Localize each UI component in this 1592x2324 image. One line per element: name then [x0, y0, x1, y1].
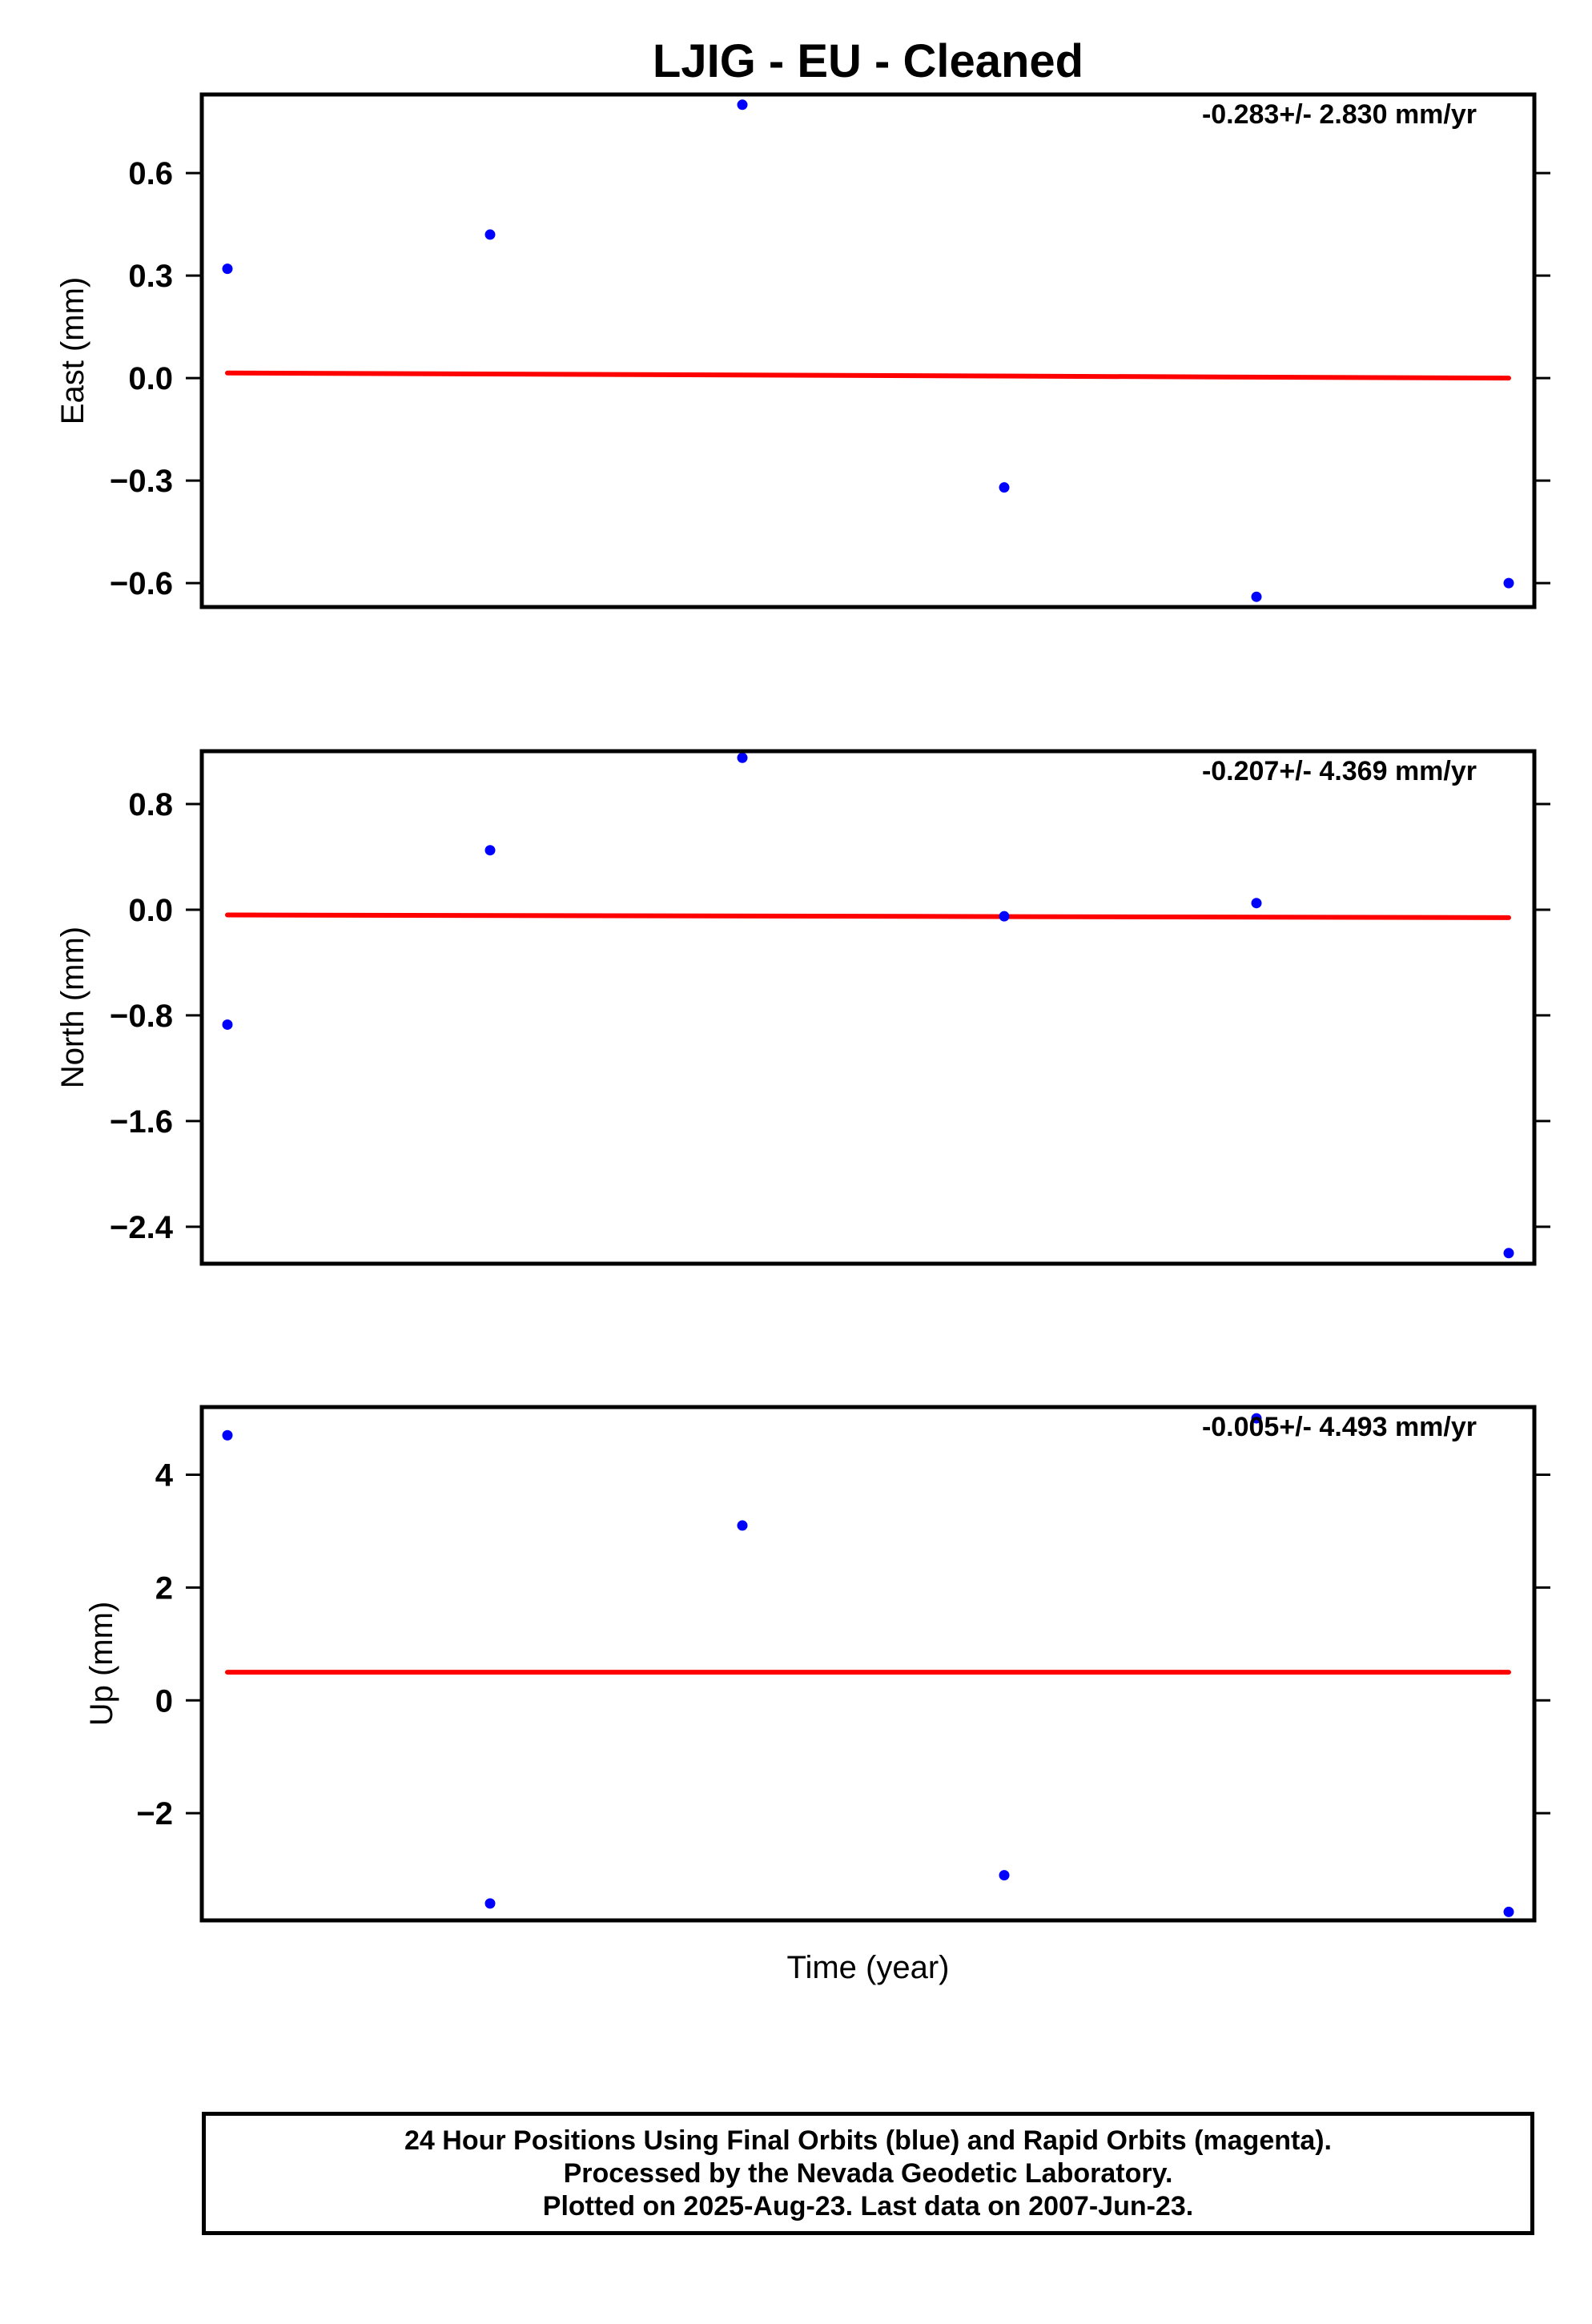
y-tick-label: 0.8: [128, 787, 173, 822]
plot-frame-up: [199, 1405, 1537, 1923]
y-tick-label: −0.6: [110, 566, 173, 601]
plot-frame-north: [199, 749, 1537, 1266]
y-tick-label: −0.8: [110, 999, 173, 1034]
data-point-up: [1503, 1906, 1514, 1917]
rate-annotation-north: -0.207+/- 4.369 mm/yr: [1202, 756, 1477, 786]
caption-line-2: Processed by the Nevada Geodetic Laborat…: [563, 2157, 1173, 2189]
data-point-up: [222, 1429, 233, 1441]
data-point-east: [484, 229, 496, 240]
caption-box: 24 Hour Positions Using Final Orbits (bl…: [202, 2112, 1534, 2235]
data-point-north: [737, 752, 748, 763]
data-point-east: [222, 263, 233, 275]
trend-line-east: [225, 370, 1511, 381]
y-tick-label: −1.6: [110, 1104, 173, 1140]
panel-north: 0.8 0.0 −0.8 −1.6 −2.4 North (mm) -0.207+/- 4.…: [55, 749, 1550, 1266]
y-axis-label-east: East (mm): [55, 277, 90, 424]
data-point-up: [999, 1870, 1010, 1881]
rate-annotation-up: -0.005+/- 4.493 mm/yr: [1202, 1412, 1477, 1442]
caption-line-1: 24 Hour Positions Using Final Orbits (bl…: [404, 2125, 1332, 2156]
data-point-up: [737, 1520, 748, 1531]
y-tick-label: 4: [155, 1458, 174, 1494]
panel-east: 0.6 0.3 0.0 −0.3 −0.6 East (mm) -0.283+/- 2.83…: [55, 92, 1550, 609]
data-point-north: [1503, 1248, 1514, 1259]
plot-frame-east: [199, 92, 1537, 609]
chart-title: LJIG - EU - Cleaned: [653, 35, 1083, 87]
data-point-north: [999, 911, 1010, 922]
data-point-north: [1251, 898, 1262, 909]
caption-line-3: Plotted on 2025-Aug-23. Last data on 200…: [542, 2190, 1194, 2221]
data-point-up: [484, 1898, 496, 1909]
y-tick-label: 0: [155, 1683, 173, 1719]
trend-line-north: [225, 912, 1511, 920]
rate-annotation-east: -0.283+/- 2.830 mm/yr: [1202, 99, 1477, 130]
y-tick-label: −0.3: [110, 464, 173, 499]
y-tick-label: 0.0: [128, 893, 173, 928]
y-tick-label: 0.6: [128, 156, 173, 191]
y-axis-label-up: Up (mm): [84, 1602, 119, 1727]
data-point-east: [1251, 591, 1262, 602]
data-point-up: [1251, 1413, 1262, 1424]
y-tick-label: 0.0: [128, 361, 173, 396]
x-axis-label: Time (year): [787, 1950, 950, 1985]
data-point-east: [1503, 577, 1514, 589]
data-point-north: [484, 845, 496, 856]
data-point-east: [999, 482, 1010, 493]
panel-up: 4 2 0 −2 Up (mm) -0.005+/- 4.493 mm/yr: [84, 1405, 1550, 1923]
y-tick-label: −2: [136, 1796, 173, 1831]
y-tick-label: 2: [155, 1570, 173, 1606]
y-axis-label-north: North (mm): [55, 927, 90, 1088]
y-tick-label: 0.3: [128, 259, 173, 294]
data-point-east: [737, 99, 748, 111]
data-point-north: [222, 1019, 233, 1030]
y-tick-label: −2.4: [110, 1210, 174, 1245]
